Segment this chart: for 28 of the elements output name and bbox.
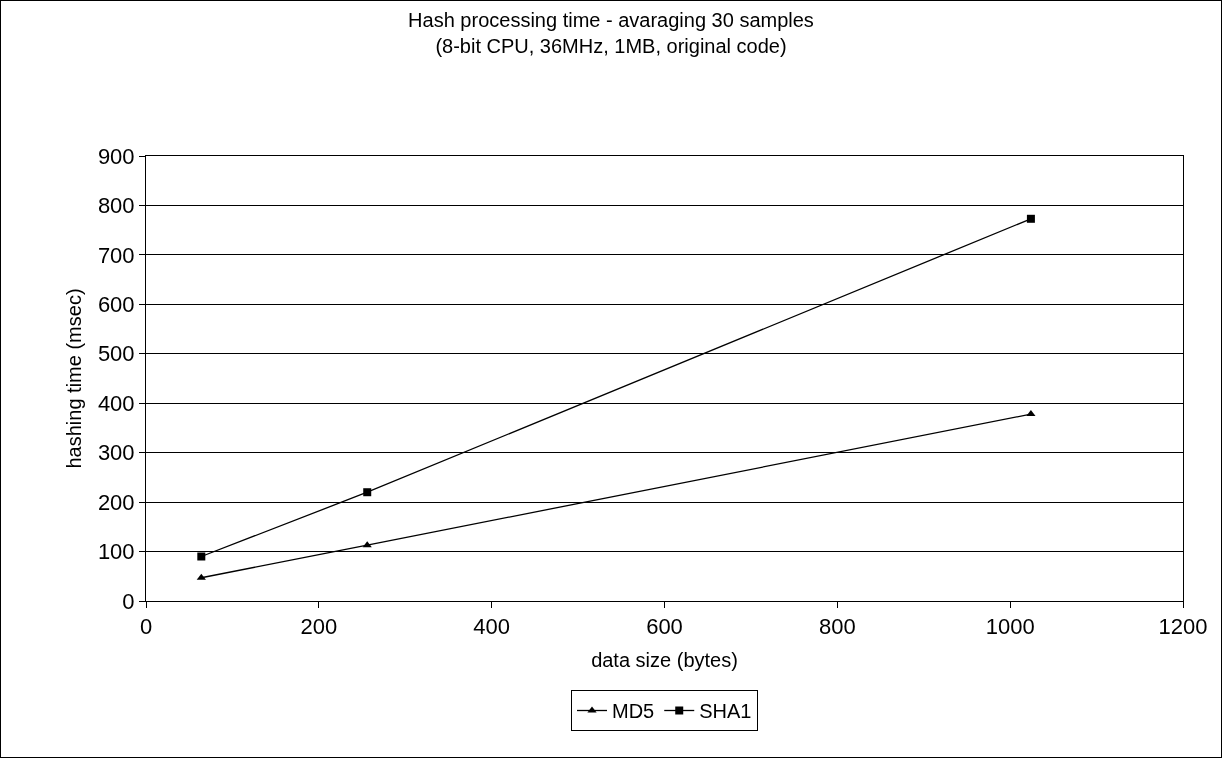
y-tick-label: 700 xyxy=(97,242,135,268)
point xyxy=(197,552,206,561)
y-axis-title: hashing time (msec) xyxy=(63,288,86,469)
x-tick-label: 1200 xyxy=(1158,614,1208,640)
point xyxy=(196,573,206,580)
x-axis-title: data size (bytes) xyxy=(591,648,738,671)
point xyxy=(1026,214,1035,223)
y-tick-label: 800 xyxy=(97,193,135,219)
x-tick-label: 1000 xyxy=(985,614,1035,640)
point xyxy=(362,541,372,548)
point xyxy=(1026,410,1036,417)
y-tick-label: 400 xyxy=(97,390,135,416)
x-tick-label: 400 xyxy=(473,614,511,640)
x-tick-label: 200 xyxy=(300,614,338,640)
point xyxy=(363,488,372,497)
legend-label: SHA1 xyxy=(699,700,752,723)
y-tick-label: 0 xyxy=(122,588,135,614)
y-tick-label: 200 xyxy=(97,489,135,515)
y-tick-label: 500 xyxy=(97,341,135,367)
legend-label: MD5 xyxy=(612,700,655,723)
y-tick-label: 900 xyxy=(97,143,135,169)
y-tick-label: 100 xyxy=(97,539,135,565)
chart-title: Hash processing time - avaraging 30 samples (8-bit CPU, 36MHz, 1MB, original code) xyxy=(408,9,814,58)
x-tick-label: 600 xyxy=(646,614,683,640)
x-tick-label: 0 xyxy=(139,614,153,640)
y-tick-label: 300 xyxy=(97,440,135,466)
y-tick-label: 600 xyxy=(97,292,135,318)
x-tick-label: 800 xyxy=(818,614,856,640)
